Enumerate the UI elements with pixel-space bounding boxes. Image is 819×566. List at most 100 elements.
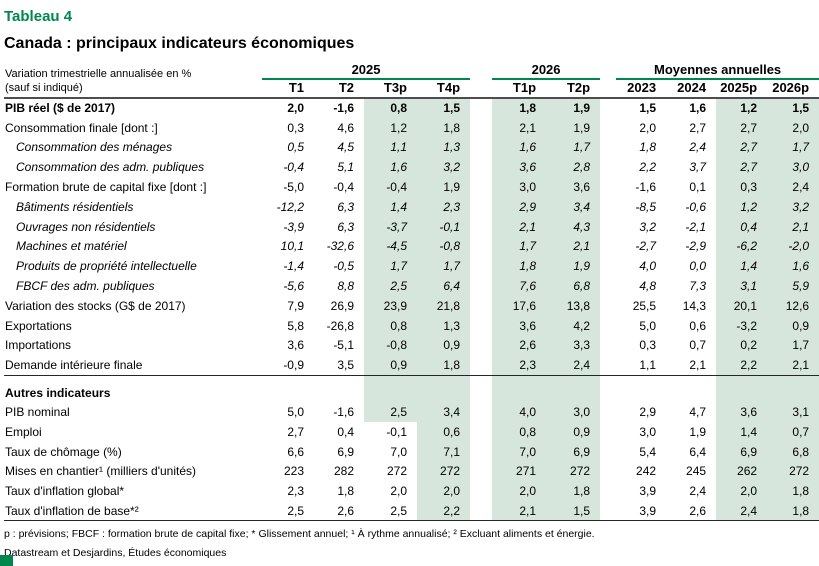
cell: 4,7 xyxy=(689,405,707,420)
cell: 2,1 xyxy=(492,501,547,522)
col-header-t4p: T4p xyxy=(417,79,471,99)
column-gap xyxy=(470,256,492,276)
table-row: Bâtiments résidentiels -12,2 6,3 1,4 2,3 2,9 3… xyxy=(4,196,819,217)
cell: -1,6 xyxy=(635,180,657,195)
cell: 2,7 xyxy=(689,120,707,135)
column-gap xyxy=(470,336,492,356)
cell: -8,5 xyxy=(635,199,657,214)
cell: 1,6 xyxy=(689,101,707,116)
row-label: Formation brute de capital fixe [dont :] xyxy=(5,180,207,195)
column-gap xyxy=(470,442,492,462)
cell: 1,8 xyxy=(417,355,471,376)
cell: 1,2 xyxy=(716,196,768,217)
row-label: Produits de propriété intellectuelle xyxy=(16,259,197,274)
cell: 3,4 xyxy=(417,402,471,422)
cell: 1,8 xyxy=(546,481,601,502)
col-header-t1: T1 xyxy=(262,79,314,99)
footnote: p : prévisions; FBCF : formation brute d… xyxy=(4,528,595,541)
row-label: Taux de chômage (%) xyxy=(5,444,122,459)
cell: 1,5 xyxy=(417,98,471,118)
cell xyxy=(546,374,601,403)
cell: 2,0 xyxy=(417,481,471,502)
cell: 3,6 xyxy=(546,177,601,197)
cell: 12,6 xyxy=(767,295,819,316)
section-header-row: Autres indicateurs xyxy=(4,374,819,403)
cell: 3,0 xyxy=(546,402,601,422)
column-group-row: Variation trimestrielle annualisée en % … xyxy=(4,61,819,99)
column-gap xyxy=(600,276,616,296)
cell: 3,0 xyxy=(492,177,547,197)
cell: 2,0 xyxy=(639,120,657,135)
cell: -5,0 xyxy=(283,180,304,195)
cell: 0,9 xyxy=(417,335,471,356)
table-row: Produits de propriété intellectuelle -1,4… xyxy=(4,256,819,277)
column-gap xyxy=(600,402,616,422)
table-row: PIB nominal 5,0 -1,6 2,5 3,4 4,0 3,0 2,9 4,7 3,6 3… xyxy=(4,402,819,422)
column-gap xyxy=(600,237,616,257)
cell: 272 xyxy=(386,464,407,479)
cell: 3,9 xyxy=(616,501,667,522)
cell: 3,1 xyxy=(716,276,768,296)
cell: 272 xyxy=(417,461,471,482)
cell: 6,3 xyxy=(337,219,354,234)
column-gap xyxy=(470,177,492,197)
row-label: Mises en chantier¹ (milliers d'unités) xyxy=(5,464,197,479)
col-group-moyennes-annuelles: Moyennes annuelles xyxy=(616,61,819,80)
cell: 2,4 xyxy=(716,501,768,522)
cell xyxy=(767,374,819,403)
column-gap xyxy=(470,374,493,403)
cell: 0,7 xyxy=(689,338,707,353)
cell: 13,8 xyxy=(546,295,601,316)
col-header-t3p: T3p xyxy=(364,79,417,99)
row-label: FBCF des adm. publiques xyxy=(16,279,155,294)
col-group-2026: 2026 xyxy=(492,61,601,80)
cell: 1,1 xyxy=(364,137,417,158)
cell: 5,4 xyxy=(639,444,657,459)
column-gap xyxy=(600,296,616,316)
cell: 6,4 xyxy=(689,444,707,459)
cell: 5,9 xyxy=(767,276,819,296)
cell: 272 xyxy=(546,461,601,482)
cell xyxy=(716,374,768,403)
cell: 1,8 xyxy=(767,481,819,502)
desjardins-logo-square xyxy=(0,555,13,566)
row-label: Consommation des adm. publiques xyxy=(16,160,205,175)
cell: 2,8 xyxy=(546,157,601,178)
column-gap xyxy=(600,177,616,197)
cell: 1,4 xyxy=(716,256,768,277)
cell: 2,4 xyxy=(689,140,707,155)
cell: -0,4 xyxy=(364,177,417,197)
cell: 26,9 xyxy=(330,298,354,313)
cell: 2,1 xyxy=(492,117,547,138)
cell: 223 xyxy=(283,464,304,479)
cell: -26,8 xyxy=(326,318,354,333)
table-row: FBCF des adm. publiques -5,6 8,8 2,5 6,4 7,6 6… xyxy=(4,276,819,296)
column-gap xyxy=(470,79,493,99)
col-group-2025: 2025 xyxy=(262,61,471,80)
column-gap xyxy=(470,316,492,336)
cell: 2,3 xyxy=(492,355,547,376)
cell: 2,7 xyxy=(287,424,304,439)
column-gap xyxy=(470,402,492,422)
cell: 3,6 xyxy=(492,157,547,178)
cell: 6,4 xyxy=(417,276,471,296)
cell: 7,1 xyxy=(417,441,471,462)
table-row: Consommation finale [dont :] 0,3 4,6 1,2 1,8… xyxy=(4,117,819,138)
cell: 1,3 xyxy=(417,137,471,158)
cell: 6,9 xyxy=(546,441,601,462)
column-gap xyxy=(470,157,492,177)
cell: 0,6 xyxy=(417,421,471,442)
cell: 0,2 xyxy=(716,335,768,356)
cell: 7,3 xyxy=(689,279,707,294)
cell: 10,1 xyxy=(280,239,304,254)
cell: -32,6 xyxy=(326,239,354,254)
cell: 1,6 xyxy=(767,256,819,277)
cell: 2,5 xyxy=(364,501,417,522)
cell: 0,4 xyxy=(716,216,768,237)
cell: 262 xyxy=(716,461,768,482)
cell: 3,4 xyxy=(546,196,601,217)
cell: 3,7 xyxy=(689,160,707,175)
table-row: Machines et matériel 10,1 -32,6 -4,5 -0,8 1,7… xyxy=(4,236,819,257)
row-label: Emploi xyxy=(5,424,42,439)
cell: 0,6 xyxy=(689,318,707,333)
